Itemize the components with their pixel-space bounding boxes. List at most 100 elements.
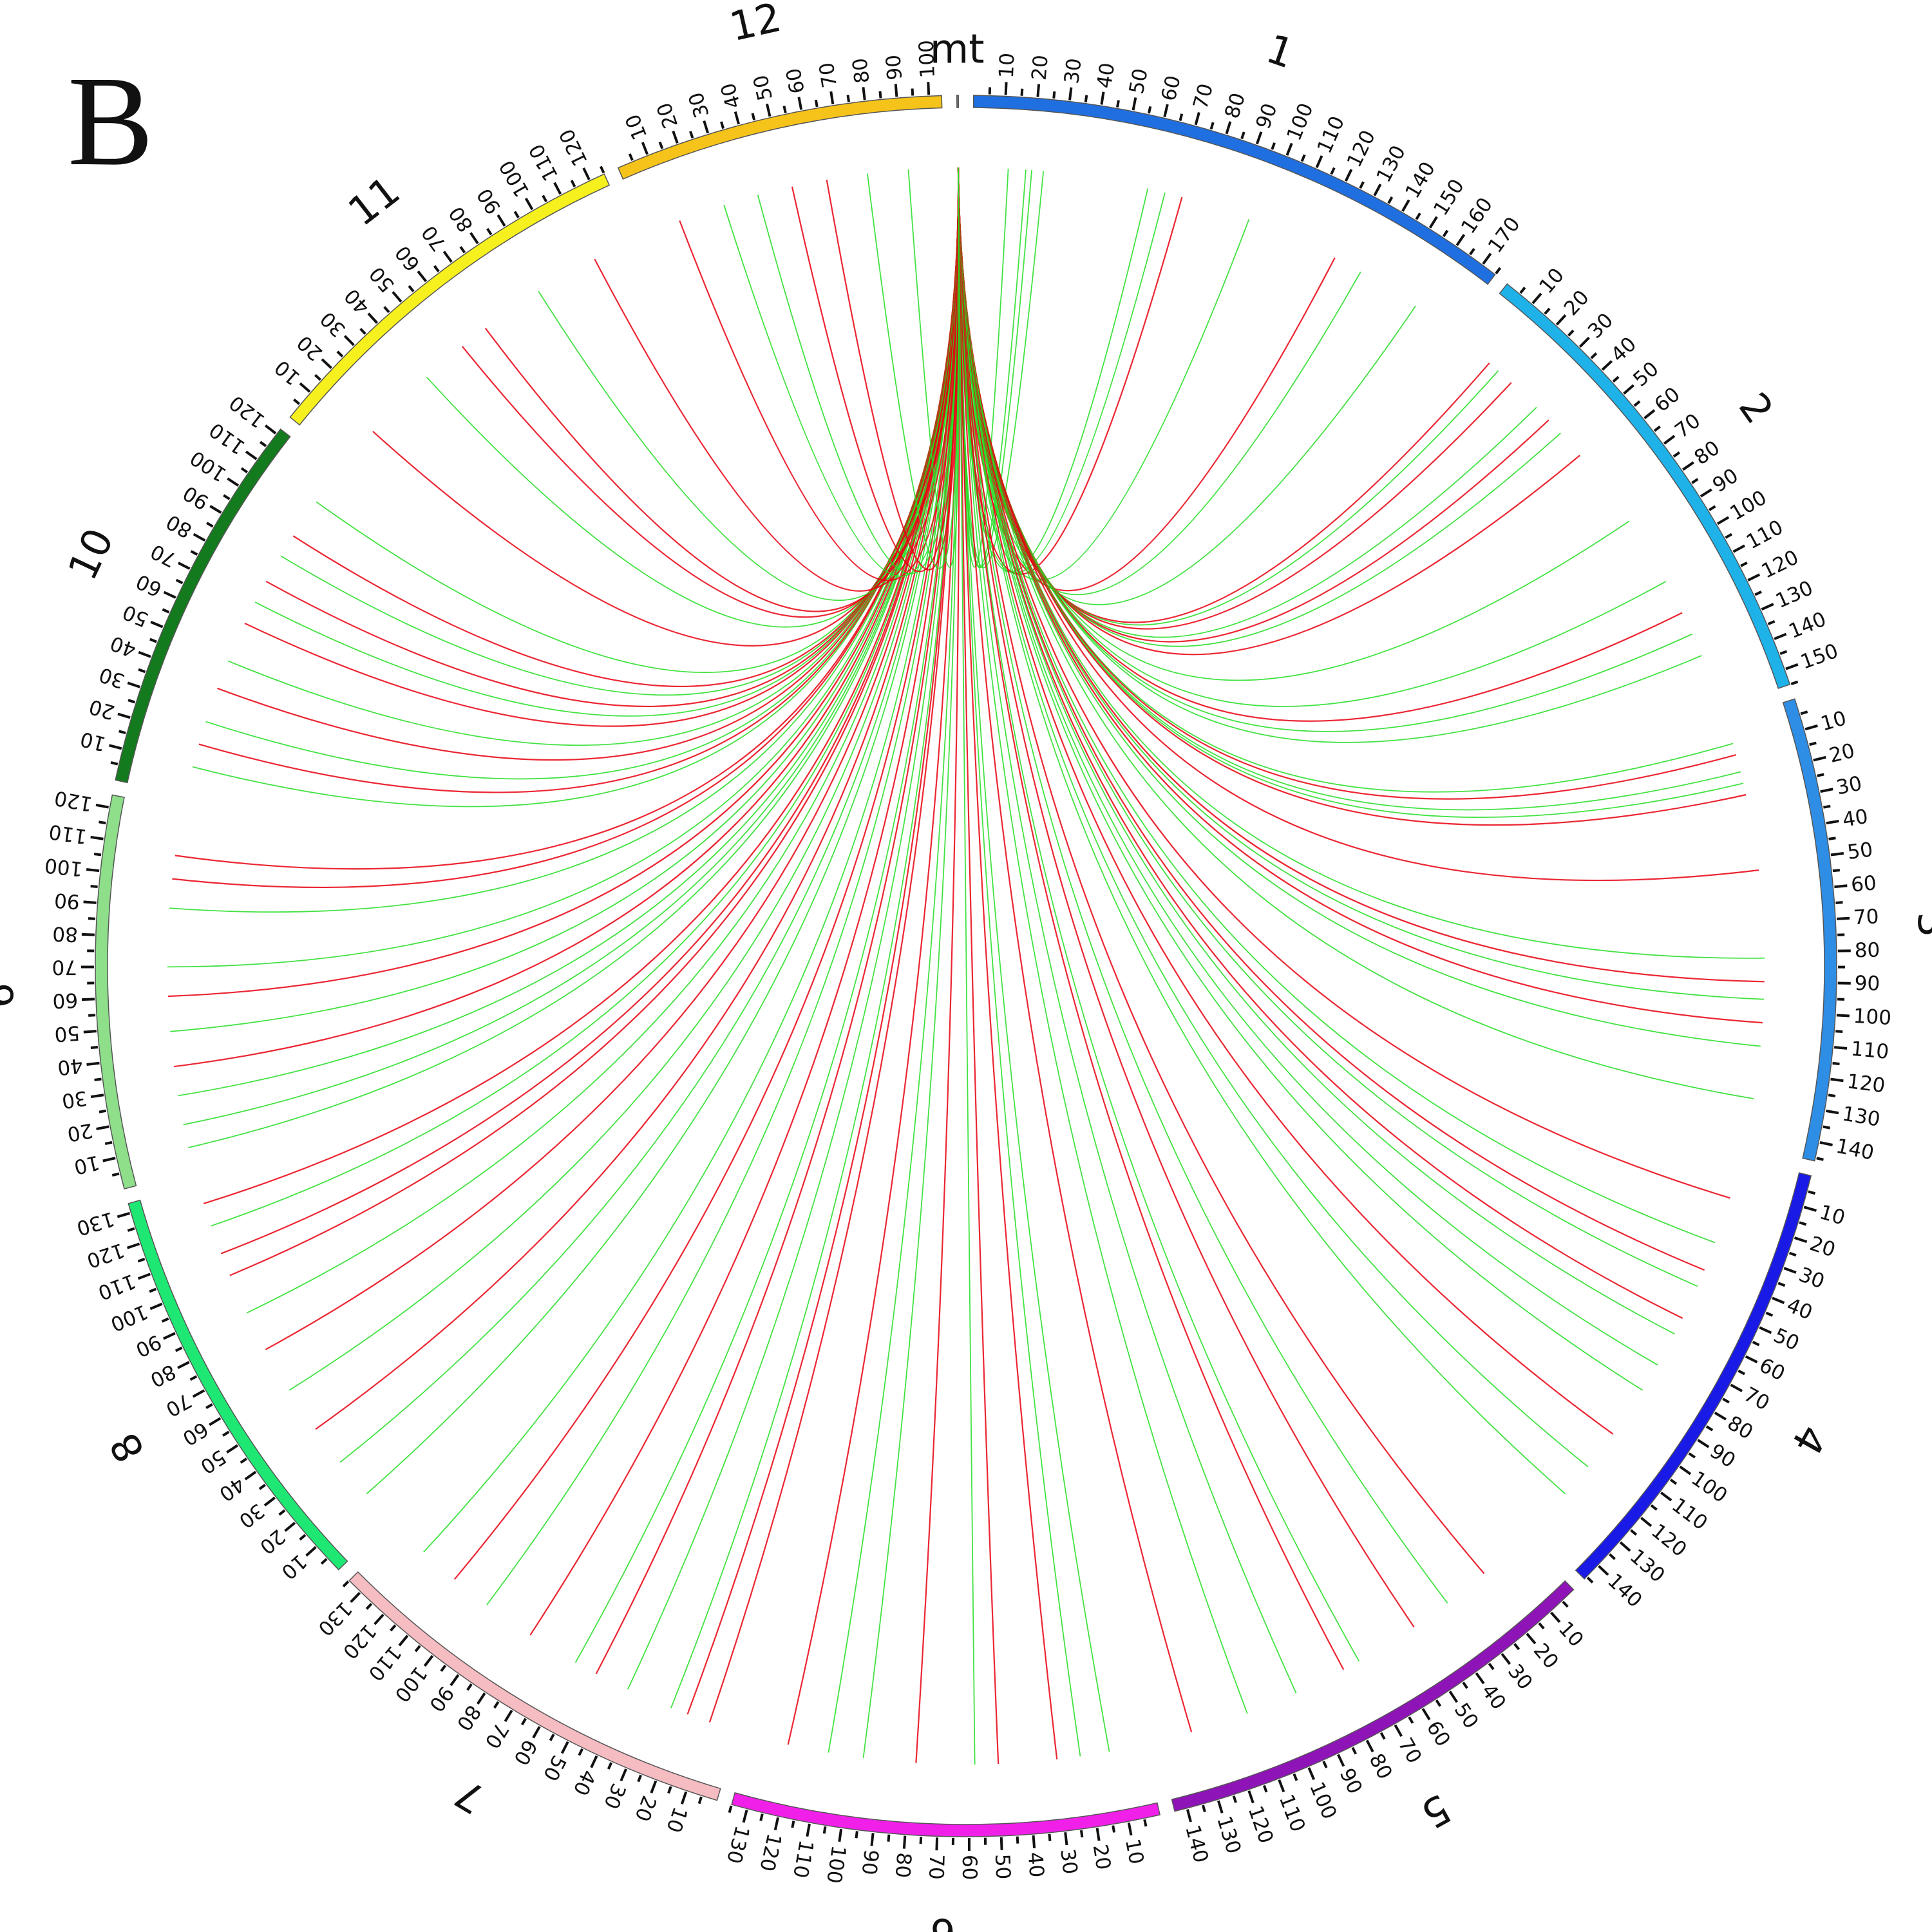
tick-mark — [1379, 1732, 1386, 1740]
tick-mark — [258, 1484, 266, 1490]
tick-label: 80 — [1690, 436, 1724, 469]
tick-mark — [117, 1211, 131, 1218]
tick-mark — [1730, 1383, 1743, 1392]
tick-label: 80 — [848, 57, 874, 84]
tick-mark — [1435, 1699, 1442, 1707]
tick-mark — [350, 1591, 361, 1603]
tick-label: 120 — [1846, 1070, 1886, 1097]
link-red — [173, 167, 960, 1068]
tick-label: 20 — [1807, 1232, 1839, 1262]
tick-mark — [1752, 1341, 1760, 1347]
tick-mark — [1387, 196, 1394, 204]
tick-mark — [765, 103, 772, 117]
tick-mark — [1819, 1141, 1833, 1146]
tick-mark — [1365, 1739, 1374, 1753]
tick-mark — [127, 1227, 135, 1232]
tick-mark — [1255, 131, 1263, 145]
tick-mark — [392, 290, 402, 303]
tick-mark — [244, 1470, 257, 1481]
tick-mark — [1469, 248, 1475, 256]
tick-mark — [1036, 84, 1041, 97]
tick-label: 70 — [480, 1719, 513, 1752]
tick-mark — [1147, 106, 1152, 114]
tick-mark — [1519, 287, 1526, 294]
tick-mark — [759, 1814, 764, 1821]
tick-label: 160 — [1457, 193, 1497, 238]
tick-label: 130 — [313, 1596, 356, 1640]
tick-mark — [672, 130, 679, 144]
chromosome-label: 6 — [929, 1909, 956, 1932]
tick-mark — [1084, 95, 1088, 103]
tick-label: 100 — [1305, 1779, 1341, 1823]
tick-mark — [1601, 360, 1613, 371]
chromosome-label: 11 — [339, 167, 408, 235]
tick-mark — [1679, 1465, 1692, 1475]
link-green — [958, 167, 1765, 959]
tick-label: 100 — [43, 853, 84, 880]
link-green — [958, 167, 1110, 1752]
tick-mark — [284, 1521, 296, 1532]
tick-label: 60 — [1422, 1717, 1455, 1750]
tick-mark — [919, 1837, 923, 1844]
tick-mark — [1482, 252, 1492, 265]
tick-label: 110 — [48, 820, 89, 848]
tick-mark — [1836, 916, 1850, 920]
tick-label: 120 — [1343, 127, 1380, 171]
tick-mark — [1209, 122, 1215, 130]
tick-label: 80 — [1723, 1412, 1757, 1444]
link-green — [958, 167, 976, 1765]
tick-label: 10 — [78, 727, 108, 756]
chromosome-band — [95, 794, 137, 1190]
tick-label: 60 — [1157, 73, 1186, 104]
tick-mark — [806, 1823, 811, 1837]
tick-mark — [90, 885, 98, 888]
tick-mark — [1562, 1600, 1569, 1608]
tick-label: 20 — [1827, 739, 1857, 768]
tick-mark — [359, 328, 366, 335]
tick-mark — [927, 82, 931, 95]
tick-label: 20 — [86, 694, 117, 724]
tick-mark — [223, 494, 231, 500]
link-green — [167, 167, 959, 968]
tick-label: 40 — [1783, 1294, 1815, 1325]
tick-mark — [193, 533, 206, 542]
tick-mark — [137, 1258, 146, 1263]
tick-mark — [935, 1837, 939, 1851]
tick-label: 120 — [755, 1832, 786, 1874]
tick-mark — [578, 1748, 583, 1756]
tick-mark — [553, 182, 562, 195]
chromosome-label: 7 — [447, 1770, 493, 1823]
chromosome-label: 5 — [1414, 1785, 1459, 1838]
tick-mark — [226, 1444, 239, 1454]
chromosome-label: mt — [930, 26, 985, 73]
tick-mark — [259, 440, 267, 448]
link-green — [958, 167, 1698, 1287]
tick-mark — [1300, 154, 1306, 162]
tick-label: 60 — [958, 1855, 981, 1880]
tick-mark — [342, 1580, 350, 1587]
tick-mark — [137, 1273, 151, 1280]
tick-label: 80 — [1220, 90, 1250, 121]
tick-label: 60 — [1850, 871, 1878, 896]
tick-mark — [838, 1828, 843, 1842]
chromosome-label: 4 — [1783, 1417, 1836, 1463]
tick-mark — [1785, 663, 1799, 670]
tick-mark — [336, 350, 344, 357]
link-green — [538, 167, 960, 601]
tick-mark — [560, 1741, 569, 1754]
tick-mark — [742, 1810, 748, 1823]
tick-mark — [1232, 1795, 1237, 1803]
tick-label: 150 — [1429, 175, 1469, 220]
tick-label: 10 — [1121, 1837, 1148, 1866]
tick-mark — [1344, 169, 1353, 182]
tick-mark — [1803, 1206, 1817, 1212]
tick-mark — [1567, 329, 1575, 337]
chromosome-label: 10 — [59, 521, 123, 587]
tick-mark — [1816, 1157, 1824, 1161]
tick-label: 140 — [1785, 607, 1829, 643]
tick-mark — [1315, 155, 1323, 169]
tick-mark — [1488, 1663, 1495, 1671]
link-green — [958, 167, 1754, 1099]
tick-mark — [1804, 724, 1818, 731]
